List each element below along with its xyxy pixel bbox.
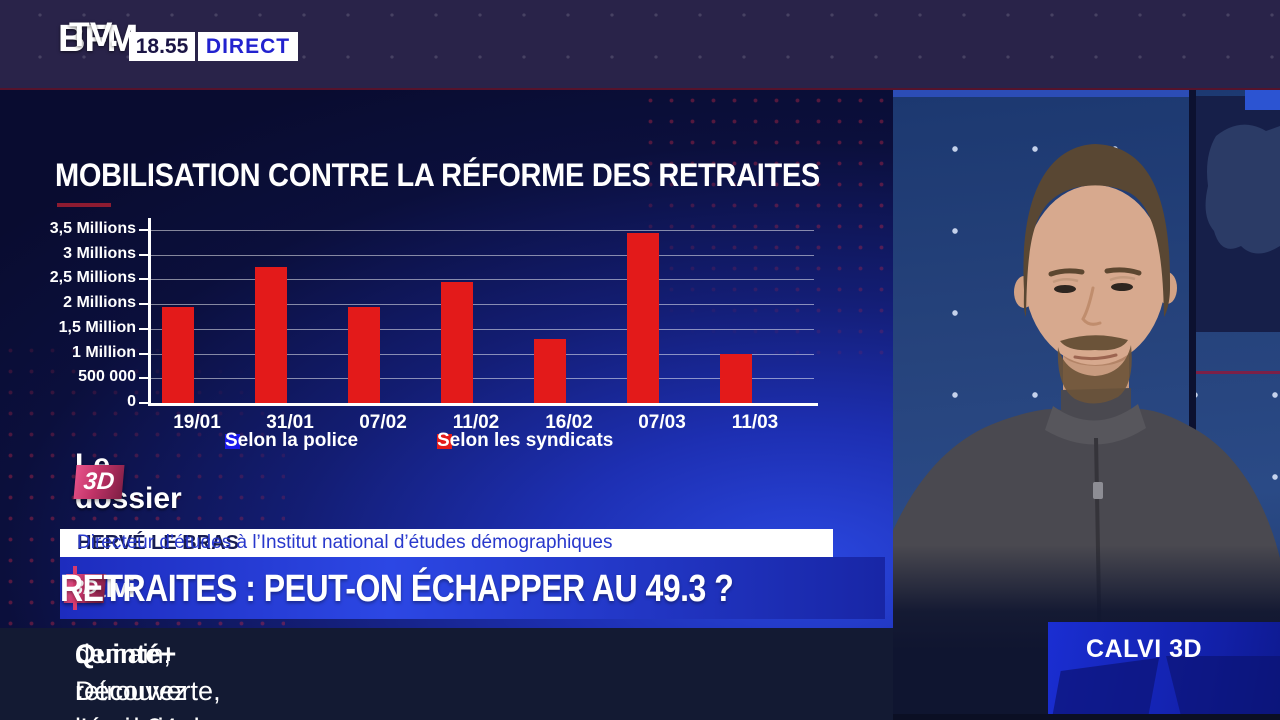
y-axis-tick xyxy=(139,402,148,404)
chart-gridline xyxy=(151,353,814,355)
guest-eye-left xyxy=(1054,285,1076,293)
studio-wall-divider xyxy=(1189,90,1196,610)
show-logo-box: CALVI 3D xyxy=(1048,622,1280,714)
guest-mouth xyxy=(1073,353,1118,361)
y-axis-label: 3,5 Millions xyxy=(49,220,136,237)
map-screen-highlight xyxy=(1245,90,1280,110)
x-axis-line xyxy=(148,403,818,406)
bar-syndicats xyxy=(720,353,752,403)
y-axis-label: 3 Millions xyxy=(63,244,136,262)
y-axis-line xyxy=(148,218,151,406)
x-axis-label: 16/02 xyxy=(545,412,593,433)
x-axis-label: 11/02 xyxy=(452,412,500,433)
guest-beard xyxy=(1057,345,1132,404)
logo-3d-shape xyxy=(1166,656,1280,714)
x-axis-label: 07/02 xyxy=(359,412,407,433)
bar-syndicats xyxy=(255,267,287,403)
logo-3d-shape xyxy=(1048,657,1160,714)
guest-nose xyxy=(1081,286,1102,326)
red-dot-pattern-top-right xyxy=(640,90,893,355)
chart-gridline xyxy=(151,279,814,281)
y-axis-tick xyxy=(139,377,148,380)
guest-eye-right xyxy=(1111,283,1133,291)
guest-zipper-pull xyxy=(1093,482,1103,499)
legend-swatch xyxy=(437,433,452,449)
chart-gridline xyxy=(151,254,814,256)
video-bottom-edge xyxy=(893,714,1280,720)
y-axis-tick xyxy=(139,229,148,231)
guest-collar xyxy=(1045,404,1146,445)
bar-syndicats xyxy=(441,281,473,403)
bar-syndicats xyxy=(162,306,194,403)
ticker-line2: Découverte, canal 24 de la TNT. xyxy=(75,676,221,720)
legend-label: Selon les syndicats xyxy=(437,430,614,451)
x-axis-label: 31/01 xyxy=(266,412,314,433)
clock: 18.55 xyxy=(129,32,195,61)
legend-swatch xyxy=(225,433,240,449)
x-axis-label: 19/01 xyxy=(173,412,221,433)
guest-hair xyxy=(1023,144,1171,317)
guest-video-feed: CALVI 3D xyxy=(893,90,1280,720)
bar-syndicats xyxy=(627,232,659,403)
x-axis-label: 07/03 xyxy=(638,412,686,433)
guest-name-banner: HERVÉ LE BRAS Directeur d’études à l’Ins… xyxy=(60,529,833,557)
chart-gridline xyxy=(151,230,814,231)
guest-face xyxy=(1024,185,1166,365)
y-axis-tick xyxy=(139,253,148,256)
y-axis-label: 500 000 xyxy=(78,368,136,386)
live-badge: DIRECT xyxy=(198,32,298,61)
bar-syndicats xyxy=(534,338,566,403)
studio-accent-line xyxy=(1196,371,1280,374)
chart-gridline xyxy=(151,328,814,330)
x-axis-label: 11/03 xyxy=(731,412,779,433)
bfm-logo-line1: BFM xyxy=(58,18,138,60)
studio-header: BFM TV. 18.55 DIRECT xyxy=(0,0,1280,90)
headline-bar: Calvi 3D RETRAITES : PEUT-ON ÉCHAPPER AU… xyxy=(60,557,885,619)
map-graphic xyxy=(1205,124,1280,254)
infographic-panel: MOBILISATION CONTRE LA RÉFORME DES RETRA… xyxy=(0,90,893,628)
dossier-3d-badge: 3D xyxy=(73,465,125,499)
bar-syndicats xyxy=(348,306,380,403)
y-axis-label: 1 Million xyxy=(72,343,136,361)
chart-title: MOBILISATION CONTRE LA RÉFORME DES RETRA… xyxy=(55,158,820,194)
bfm-logo-line2: TV. xyxy=(69,16,119,54)
headline-divider xyxy=(73,566,77,610)
y-axis-tick xyxy=(139,278,148,281)
studio-map-screen xyxy=(1196,96,1280,332)
headline-text: RETRAITES : PEUT-ON ÉCHAPPER AU 49.3 ? xyxy=(60,566,734,609)
guest-mustache xyxy=(1060,335,1128,351)
y-axis-label: 0 xyxy=(127,393,136,410)
y-axis-tick xyxy=(139,303,148,306)
studio-wall-blue-strip xyxy=(893,90,1189,97)
ticker-label: Quinté+ : xyxy=(75,639,177,706)
chart-gridline xyxy=(151,304,814,306)
bar-chart: 3,5 Millions 3 Millions 2,5 Millions 2 Mill… xyxy=(0,90,893,628)
title-underline xyxy=(57,203,111,207)
legend-label: Selon la police xyxy=(225,430,359,451)
y-axis-tick xyxy=(139,327,148,330)
chart-gridline xyxy=(151,378,814,380)
y-axis-label: 2 Millions xyxy=(63,294,136,312)
ticker-line1: demain, retrouvez l’émission Direct Quin… xyxy=(75,639,194,720)
y-axis-tick xyxy=(139,352,148,355)
guest-role: Directeur d’études à l’Institut national… xyxy=(77,532,613,553)
y-axis-label: 1,5 Million xyxy=(58,318,136,336)
guest-name: HERVÉ LE BRAS xyxy=(77,531,239,554)
y-axis-label: 2,5 Millions xyxy=(49,269,136,287)
show-title: CALVI 3D xyxy=(1086,635,1203,663)
